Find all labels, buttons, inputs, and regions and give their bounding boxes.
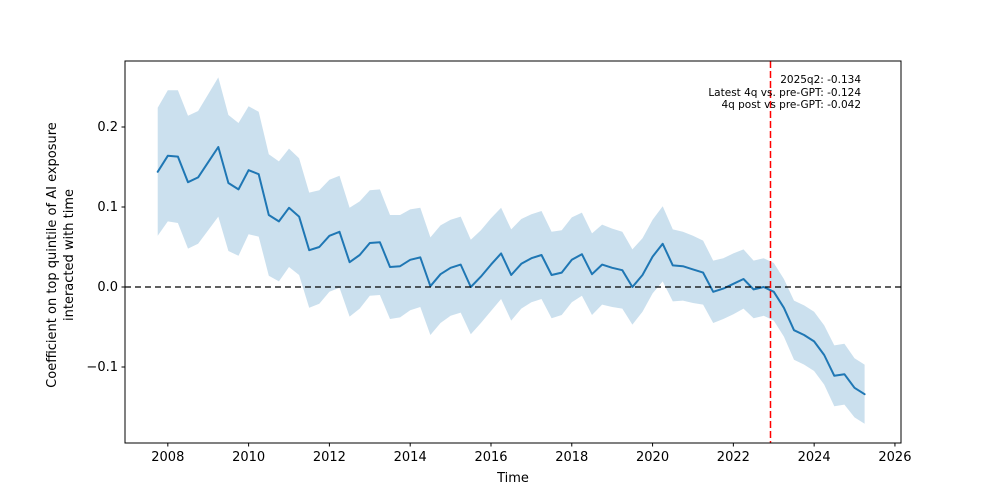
x-tick-label: 2022: [716, 450, 750, 465]
y-tick-label: 0.1: [97, 199, 118, 215]
y-tick-label: 0.2: [97, 119, 118, 135]
y-axis-title: Coefficient on top quintile of AI exposu…: [44, 55, 78, 455]
x-tick-label: 2008: [151, 450, 185, 465]
x-tick-label: 2014: [393, 450, 427, 465]
x-tick-label: 2020: [636, 450, 670, 465]
annotation-4qpost-vs-pregpt: 4q post vs pre-GPT: -0.042: [721, 99, 861, 112]
x-axis-tick-marks: [167, 443, 896, 447]
x-tick-label: 2026: [878, 450, 912, 465]
x-tick-label: 2010: [232, 450, 266, 465]
annotation-latest4q-vs-pregpt: Latest 4q vs. pre-GPT: -0.124: [708, 86, 861, 99]
plot-frame: [124, 60, 902, 444]
y-tick-label: −0.1: [86, 359, 118, 375]
x-tick-label: 2016: [474, 450, 508, 465]
summary-annotation: 2025q2: -0.134 Latest 4q vs. pre-GPT: -0…: [708, 74, 861, 112]
x-tick-label: 2024: [797, 450, 831, 465]
x-tick-label: 2018: [555, 450, 589, 465]
x-tick-label: 2012: [312, 450, 346, 465]
y-axis-title-line2: interacted with time: [62, 189, 77, 321]
coefficient-line: [156, 146, 866, 396]
y-axis-title-line1: Coefficient on top quintile of AI exposu…: [45, 122, 60, 388]
y-tick-label: 0.0: [97, 279, 118, 295]
confidence-band: [157, 77, 865, 424]
x-axis-title: Time: [497, 471, 529, 486]
y-axis-tick-marks: [121, 126, 125, 368]
annotation-latest-value: 2025q2: -0.134: [780, 74, 861, 86]
